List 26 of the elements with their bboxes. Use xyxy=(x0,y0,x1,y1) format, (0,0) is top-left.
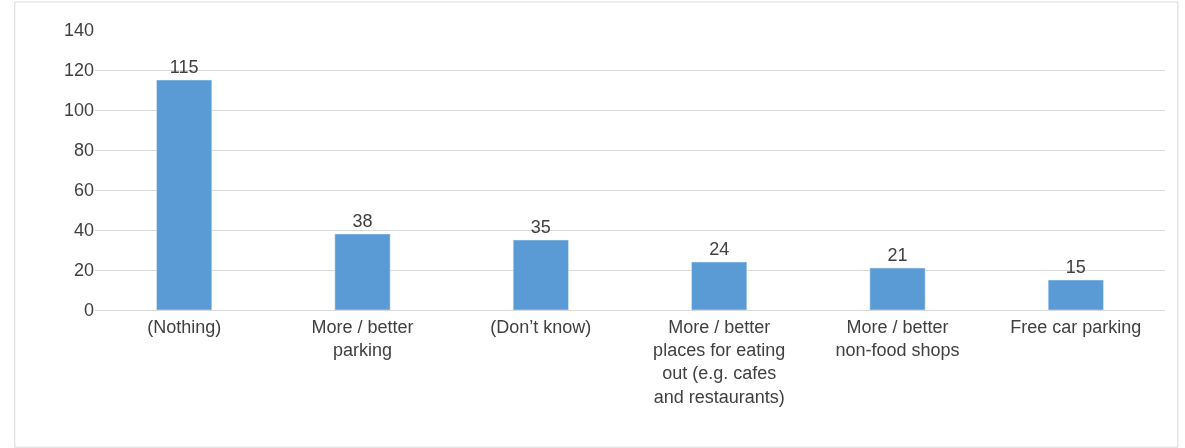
x-tick-label: More / better parking xyxy=(311,316,414,360)
x-tick-label: Free car parking xyxy=(1010,316,1142,337)
data-label: 35 xyxy=(530,217,551,237)
y-tick-label: 120 xyxy=(63,60,94,81)
bar xyxy=(156,79,213,310)
x-tick-label: (Nothing) xyxy=(147,316,222,337)
data-label: 15 xyxy=(1065,257,1086,277)
y-tick-label: 20 xyxy=(73,260,94,281)
y-tick-label: 0 xyxy=(83,300,94,321)
data-label: 21 xyxy=(887,245,908,265)
bar xyxy=(691,261,748,310)
y-tick-label: 40 xyxy=(73,220,94,241)
x-tick-label: (Don’t know) xyxy=(490,316,592,337)
data-label: 115 xyxy=(169,57,199,77)
y-tick-label: 140 xyxy=(63,20,94,41)
bar xyxy=(869,267,926,310)
data-label: 24 xyxy=(709,239,730,259)
bar xyxy=(1047,279,1104,310)
data-label: 38 xyxy=(352,211,373,231)
y-tick-label: 100 xyxy=(63,100,94,121)
x-tick-label: More / better non-food shops xyxy=(835,316,960,360)
bar xyxy=(512,239,569,310)
y-tick-label: 60 xyxy=(73,180,94,201)
x-tick-label: More / better places for eating out (e.g. cafes and restaurants) xyxy=(653,316,786,407)
bar xyxy=(334,233,391,310)
y-tick-label: 80 xyxy=(73,140,94,161)
